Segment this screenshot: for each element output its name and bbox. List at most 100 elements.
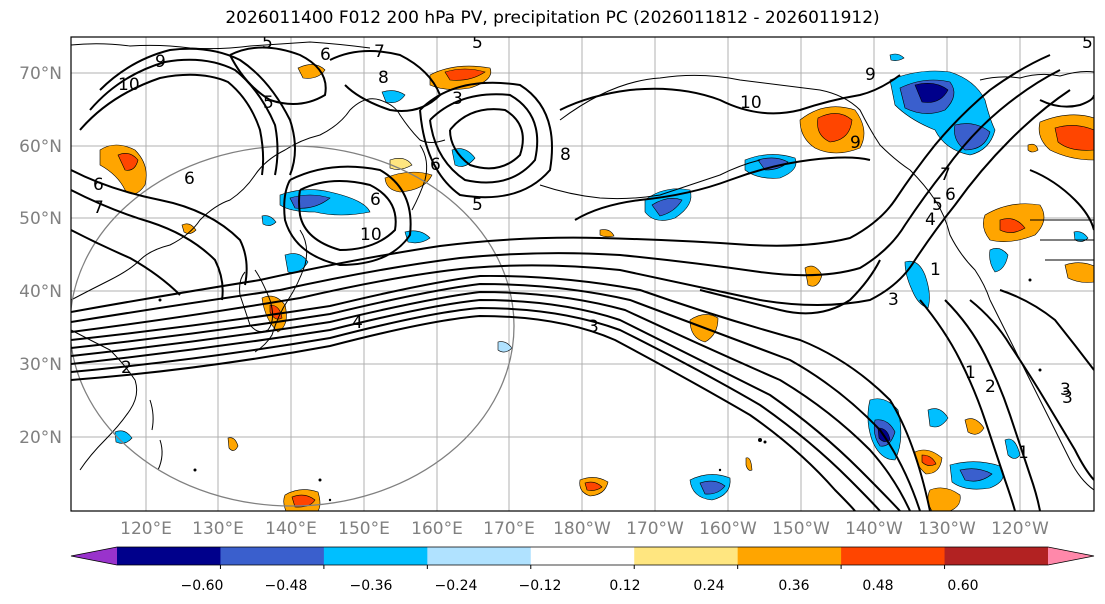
colorbar-tick-label: 0.24 — [693, 578, 724, 594]
lat-label-30n: 30°N — [19, 355, 62, 375]
colorbar-segment — [117, 547, 221, 565]
longitude-labels: 120°E 130°E 140°E 150°E 160°E 170°E 180°… — [120, 519, 1049, 539]
lon-label: 170°W — [626, 519, 684, 539]
precip-positive-patch — [599, 229, 615, 238]
precip-shading — [99, 53, 1094, 511]
colorbar-tick-label: 0.48 — [862, 578, 893, 594]
contour-label: 7 — [374, 42, 385, 62]
contour-label: 4 — [352, 313, 363, 333]
colorbar-segment — [634, 547, 739, 565]
colorbar-tick-label: 0.36 — [778, 578, 809, 594]
colorbar-tick-label: −0.24 — [435, 578, 478, 594]
contour-label: 5 — [262, 33, 273, 53]
coastline-philippines — [149, 399, 163, 471]
colorbar-extend-min — [71, 547, 117, 565]
lat-label-20n: 20°N — [19, 428, 62, 448]
lat-label-70n: 70°N — [19, 64, 62, 84]
contour-label: 3 — [888, 290, 899, 310]
colorbar-segment — [530, 547, 635, 565]
lon-label: 140°E — [265, 519, 317, 539]
coastline-alaska — [559, 74, 991, 301]
lon-label: 170°E — [483, 519, 535, 539]
contour-label: 8 — [560, 145, 571, 165]
pv-contour — [419, 81, 553, 199]
colorbar-segment — [427, 547, 532, 565]
contour-label: 3 — [1060, 380, 1071, 400]
coastline-arctic — [71, 41, 371, 50]
precip-negative-patch — [989, 248, 1009, 273]
precip-negative-patch — [699, 480, 726, 495]
pv-contour — [559, 74, 901, 115]
contour-label: 5 — [472, 33, 483, 53]
precip-positive-patch — [117, 153, 139, 171]
contour-label: 6 — [93, 175, 104, 195]
contour-label: 6 — [430, 155, 441, 175]
pv-contour — [71, 189, 224, 301]
coastlines — [71, 41, 1094, 491]
pv-contour — [71, 229, 181, 296]
precip-negative-patch — [261, 215, 277, 226]
colorbar-tick-label: 0.60 — [947, 578, 978, 594]
precip-negative-patch — [959, 468, 993, 482]
pv-contour — [71, 54, 1051, 313]
precip-positive-patch — [817, 113, 853, 143]
colorbar-extend-max — [1048, 547, 1094, 565]
pv-contour — [71, 274, 931, 511]
pv-contour — [298, 180, 397, 252]
contour-label: 8 — [378, 68, 389, 88]
coastline-aleutians — [539, 159, 761, 200]
colorbar-segment — [220, 547, 325, 565]
contour-label: 5 — [472, 195, 483, 215]
lat-label-60n: 60°N — [19, 137, 62, 157]
lon-label: 150°W — [772, 519, 830, 539]
pv-contour — [89, 58, 279, 176]
contour-label: 10 — [360, 225, 382, 245]
contour-label: 6 — [370, 190, 381, 210]
pv-contour — [329, 50, 442, 112]
pv-contour — [429, 93, 539, 184]
precip-negative-patch — [927, 408, 949, 428]
precip-negative-patch — [1073, 231, 1089, 242]
colorbar-segment — [944, 547, 1049, 565]
pv-contour — [1039, 94, 1094, 108]
pv-contour — [449, 108, 524, 170]
pv-contour — [99, 47, 296, 176]
lon-label: 130°E — [192, 519, 244, 539]
precip-positive-patch — [1064, 262, 1094, 283]
contour-label: 3 — [452, 89, 463, 109]
colorbar-outline — [70, 546, 1095, 566]
contour-label: 6 — [945, 185, 956, 205]
pv-contour — [969, 299, 1094, 481]
pv-contour — [919, 299, 1016, 511]
contour-label: 9 — [865, 65, 876, 85]
precip-positive-patch — [227, 437, 239, 451]
lon-label: 120°W — [991, 519, 1049, 539]
precip-negative-patch — [651, 198, 683, 217]
island-dots — [158, 278, 1042, 502]
contour-label: 5 — [932, 195, 943, 215]
precip-positive-patch — [1054, 125, 1094, 151]
contour-label: 2 — [985, 377, 996, 397]
precip-positive-patch — [291, 494, 316, 508]
precip-negative-patch — [404, 230, 431, 244]
contour-label: 9 — [850, 133, 861, 153]
contour-label: 7 — [93, 198, 104, 218]
colorbar-tick-label: −0.12 — [519, 578, 562, 594]
precip-negative-patch — [381, 90, 406, 103]
lon-label: 150°E — [338, 519, 390, 539]
contour-label: 7 — [940, 165, 951, 185]
lon-label: 160°W — [699, 519, 757, 539]
coastline-kamchatka — [411, 144, 428, 211]
contour-label: 10 — [740, 93, 762, 113]
precip-negative-patch — [914, 83, 949, 103]
lon-label: 180°W — [553, 519, 611, 539]
contour-labels: 10 9 7 8 5 6 5 3 5 6 7 6 5 6 10 4 2 3 8 … — [93, 33, 1093, 463]
pv-contour — [999, 289, 1094, 371]
contour-label: 3 — [1062, 388, 1073, 408]
precip-negative-patch — [114, 430, 133, 444]
contour-label: 5 — [1082, 33, 1093, 53]
precip-positive-patch — [745, 457, 753, 471]
map-title: 2026011400 F012 200 hPa PV, precipitatio… — [225, 8, 880, 28]
contour-label: 3 — [588, 317, 599, 337]
